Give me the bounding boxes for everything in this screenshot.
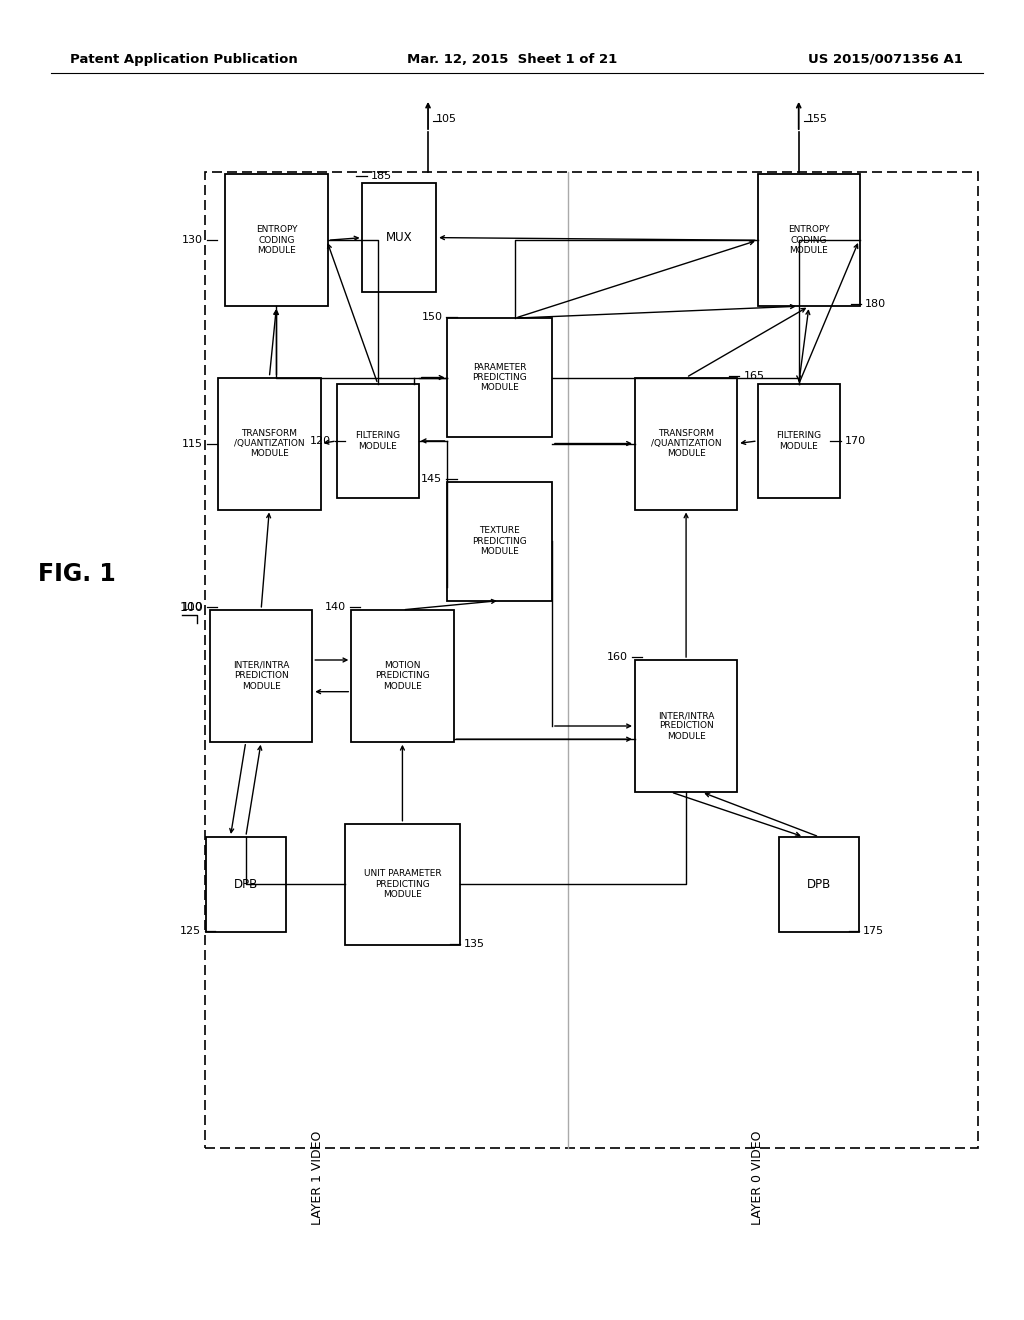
Text: 135: 135 <box>464 939 485 949</box>
Text: Mar. 12, 2015  Sheet 1 of 21: Mar. 12, 2015 Sheet 1 of 21 <box>407 53 617 66</box>
Text: 170: 170 <box>845 436 866 446</box>
Text: TEXTURE
PREDICTING
MODULE: TEXTURE PREDICTING MODULE <box>472 527 527 556</box>
Text: Patent Application Publication: Patent Application Publication <box>70 53 297 66</box>
Bar <box>362 183 436 292</box>
Bar <box>779 837 859 932</box>
Text: 125: 125 <box>179 925 201 936</box>
Text: ENTROPY
CODING
MODULE: ENTROPY CODING MODULE <box>788 226 829 255</box>
Text: FIG. 1: FIG. 1 <box>38 562 116 586</box>
Text: MUX: MUX <box>386 231 413 244</box>
Bar <box>447 482 552 601</box>
Text: 165: 165 <box>743 371 765 381</box>
Bar <box>345 824 460 945</box>
Bar <box>205 172 978 1148</box>
Text: PARAMETER
PREDICTING
MODULE: PARAMETER PREDICTING MODULE <box>472 363 527 392</box>
Text: UNIT PARAMETER
PREDICTING
MODULE: UNIT PARAMETER PREDICTING MODULE <box>364 870 441 899</box>
Bar <box>635 660 737 792</box>
Text: 180: 180 <box>865 298 887 309</box>
Bar <box>210 610 312 742</box>
Text: FILTERING
MODULE: FILTERING MODULE <box>355 432 400 450</box>
Text: 185: 185 <box>371 170 392 181</box>
Text: TRANSFORM
/QUANTIZATION
MODULE: TRANSFORM /QUANTIZATION MODULE <box>651 429 721 458</box>
Text: MOTION
PREDICTING
MODULE: MOTION PREDICTING MODULE <box>375 661 430 690</box>
Text: 115: 115 <box>181 438 203 449</box>
Bar <box>351 610 454 742</box>
Bar <box>337 384 419 498</box>
Text: 175: 175 <box>863 925 885 936</box>
Text: 145: 145 <box>421 474 442 484</box>
Text: 160: 160 <box>606 652 628 663</box>
Text: FILTERING
MODULE: FILTERING MODULE <box>776 432 821 450</box>
Bar <box>635 378 737 510</box>
Bar <box>758 174 860 306</box>
Bar <box>206 837 286 932</box>
Text: 120: 120 <box>309 436 331 446</box>
Text: 130: 130 <box>181 235 203 246</box>
Text: DPB: DPB <box>233 878 258 891</box>
Text: DPB: DPB <box>807 878 831 891</box>
Text: 110: 110 <box>181 602 203 612</box>
Text: 150: 150 <box>421 312 442 322</box>
Bar <box>447 318 552 437</box>
Bar <box>218 378 321 510</box>
Text: LAYER 1 VIDEO: LAYER 1 VIDEO <box>311 1130 324 1225</box>
Bar <box>758 384 840 498</box>
Text: TRANSFORM
/QUANTIZATION
MODULE: TRANSFORM /QUANTIZATION MODULE <box>234 429 304 458</box>
Text: 155: 155 <box>807 114 828 124</box>
Text: INTER/INTRA
PREDICTION
MODULE: INTER/INTRA PREDICTION MODULE <box>232 661 290 690</box>
Text: US 2015/0071356 A1: US 2015/0071356 A1 <box>808 53 963 66</box>
Text: LAYER 0 VIDEO: LAYER 0 VIDEO <box>752 1130 764 1225</box>
Text: 100: 100 <box>179 601 203 614</box>
Text: ENTROPY
CODING
MODULE: ENTROPY CODING MODULE <box>256 226 297 255</box>
Text: 140: 140 <box>325 602 346 612</box>
Bar <box>225 174 328 306</box>
Text: INTER/INTRA
PREDICTION
MODULE: INTER/INTRA PREDICTION MODULE <box>657 711 715 741</box>
Text: 105: 105 <box>436 114 458 124</box>
